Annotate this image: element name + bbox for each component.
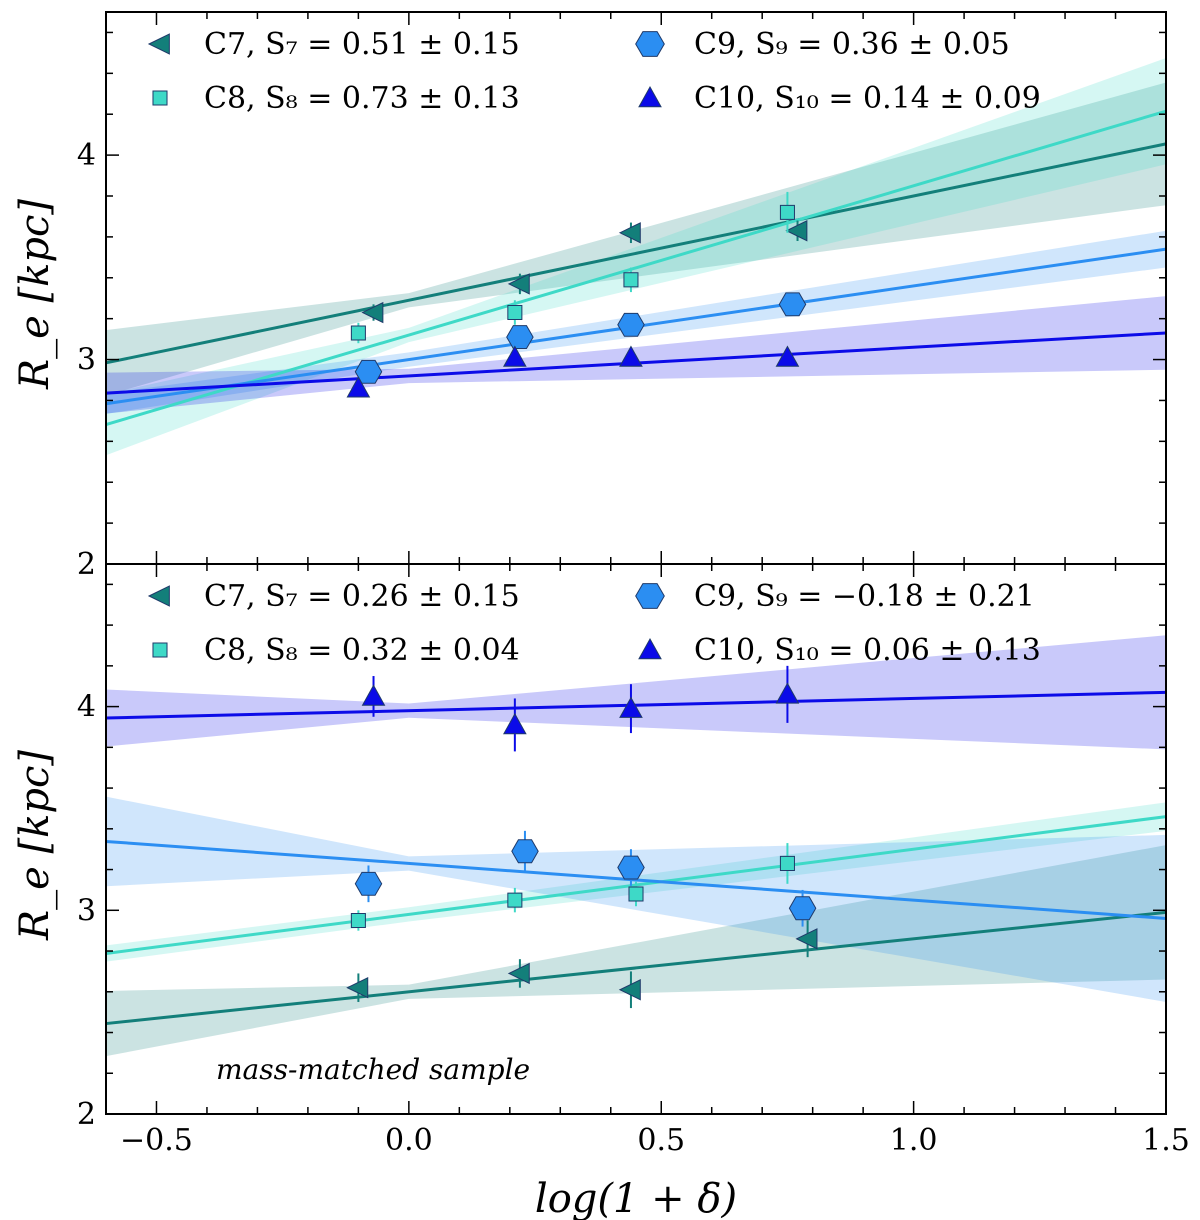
point-bottom-c7 xyxy=(795,928,818,950)
point-bottom-c8 xyxy=(507,892,523,908)
legend-label-bottom-c8: C8, S₈ = 0.32 ± 0.04 xyxy=(204,633,520,668)
y-tick-label-bottom: 3 xyxy=(77,893,96,928)
legend-label-top-c7: C7, S₇ = 0.51 ± 0.15 xyxy=(204,27,520,62)
band-bottom-c9-left xyxy=(106,796,409,887)
legend-marker-bottom-c10 xyxy=(638,637,662,660)
band-top-c7-left xyxy=(106,293,409,396)
x-tick-label: 0.0 xyxy=(385,1123,433,1158)
point-bottom-c10 xyxy=(361,684,386,706)
y-tick-label-top: 4 xyxy=(77,138,96,173)
legend-label-bottom-c9: C9, S₉ = −0.18 ± 0.21 xyxy=(694,579,1035,614)
fit-line-bottom-c10 xyxy=(105,690,1167,720)
y-axis-label-top: R_e [kpc] xyxy=(12,199,58,390)
legend-marker-top-c8 xyxy=(152,90,168,106)
point-bottom-c8 xyxy=(350,912,366,929)
point-top-c7 xyxy=(785,220,808,242)
data-points xyxy=(346,191,818,1009)
x-tick-label: 1.0 xyxy=(890,1123,938,1158)
legend-marker-top-c10 xyxy=(638,85,662,108)
point-bottom-c9 xyxy=(354,871,383,896)
fit-line-top-c7 xyxy=(105,142,1167,365)
legend-label-top-c8: C8, S₈ = 0.73 ± 0.13 xyxy=(204,81,520,116)
y-tick-label-bottom: 2 xyxy=(77,1097,96,1132)
point-bottom-c7 xyxy=(346,977,369,999)
point-top-c8 xyxy=(507,305,523,321)
point-bottom-c9 xyxy=(511,839,539,864)
legends: C7, S₇ = 0.51 ± 0.15 C8, S₈ = 0.73 ± 0.13… xyxy=(147,27,1041,668)
fit-line-bottom-c7 xyxy=(105,910,1167,1026)
band-bottom-c7-left xyxy=(106,984,409,1057)
axes: 2 3 4 R_e [kpc] 2 3 4 R_e [kpc] −0.5 0.0 0.5 1.0 1.5 xyxy=(12,11,1190,1158)
point-bottom-c7 xyxy=(618,979,641,1001)
point-top-c8 xyxy=(623,272,639,288)
y-axis-label-bottom: R_e [kpc] xyxy=(12,750,58,941)
point-bottom-c9 xyxy=(617,855,645,880)
y-tick-label-top: 3 xyxy=(77,343,96,378)
y-tick-label-bottom: 4 xyxy=(77,690,96,725)
point-top-c7 xyxy=(618,222,641,244)
legend-label-bottom-c7: C7, S₇ = 0.26 ± 0.15 xyxy=(204,579,520,614)
legend-marker-bottom-c9 xyxy=(635,583,665,609)
fit-line-top-c8 xyxy=(105,109,1167,427)
point-bottom-c8 xyxy=(779,855,795,871)
x-axis-label: log(1 + δ) xyxy=(535,1176,737,1220)
point-bottom-c7 xyxy=(507,962,530,985)
y-tick-label-top: 2 xyxy=(77,547,96,582)
frame-bottom xyxy=(105,563,1167,1115)
point-bottom-c10 xyxy=(503,712,527,735)
point-top-c10 xyxy=(775,345,800,367)
point-bottom-c9 xyxy=(788,896,817,921)
point-top-c10 xyxy=(346,376,371,398)
band-bottom-c10-left xyxy=(106,689,409,747)
point-top-c9 xyxy=(354,359,383,384)
point-top-c9 xyxy=(778,292,807,317)
x-tick-label: 1.5 xyxy=(1142,1123,1190,1158)
point-top-c10 xyxy=(619,345,643,367)
legend-marker-top-c7 xyxy=(147,33,170,55)
point-bottom-c10 xyxy=(619,696,643,718)
point-top-c8 xyxy=(779,204,795,220)
legend-marker-top-c9 xyxy=(635,31,665,57)
legend-marker-bottom-c7 xyxy=(147,585,170,607)
band-bottom-c7-right xyxy=(408,845,1166,999)
x-tick-label: −0.5 xyxy=(120,1123,193,1158)
point-bottom-c10 xyxy=(775,682,800,704)
point-top-c8 xyxy=(350,325,366,341)
x-tick-label: 0.5 xyxy=(637,1123,685,1158)
legend-label-top-c10: C10, S₁₀ = 0.14 ± 0.09 xyxy=(694,81,1041,116)
annotation-mass-matched: mass-matched sample xyxy=(216,1053,530,1086)
point-top-c10 xyxy=(503,345,527,367)
point-top-c7 xyxy=(361,301,384,324)
fit-line-bottom-c9 xyxy=(105,839,1167,920)
point-top-c7 xyxy=(507,273,530,295)
legend-label-top-c9: C9, S₉ = 0.36 ± 0.05 xyxy=(694,27,1010,62)
legend-label-bottom-c10: C10, S₁₀ = 0.06 ± 0.13 xyxy=(694,633,1041,668)
band-top-c8-left xyxy=(106,327,409,456)
fit-lines xyxy=(105,109,1167,1026)
band-top-c10-right xyxy=(408,296,1166,384)
point-top-c9 xyxy=(617,312,645,337)
legend-marker-bottom-c8 xyxy=(152,642,168,658)
point-top-c9 xyxy=(506,325,534,349)
point-bottom-c8 xyxy=(628,886,644,902)
